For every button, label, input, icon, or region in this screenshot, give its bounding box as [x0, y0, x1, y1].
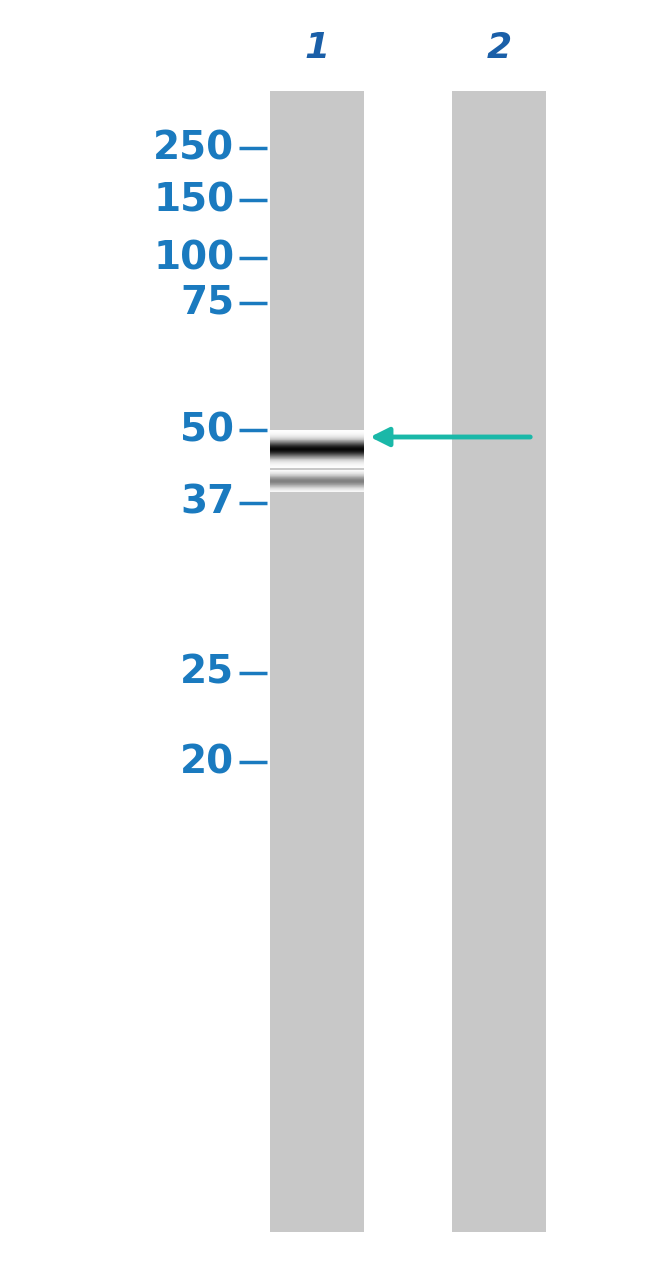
Text: 150: 150 — [153, 182, 234, 218]
Text: 37: 37 — [180, 484, 234, 522]
Bar — [270, 91, 364, 1232]
Text: 100: 100 — [153, 239, 234, 277]
Text: 250: 250 — [153, 130, 234, 166]
Bar — [452, 91, 546, 1232]
Text: 25: 25 — [180, 654, 234, 692]
Text: 75: 75 — [180, 284, 234, 323]
Text: 2: 2 — [486, 32, 512, 65]
Text: 1: 1 — [304, 32, 330, 65]
Text: 50: 50 — [180, 411, 234, 450]
Text: 20: 20 — [180, 743, 234, 781]
